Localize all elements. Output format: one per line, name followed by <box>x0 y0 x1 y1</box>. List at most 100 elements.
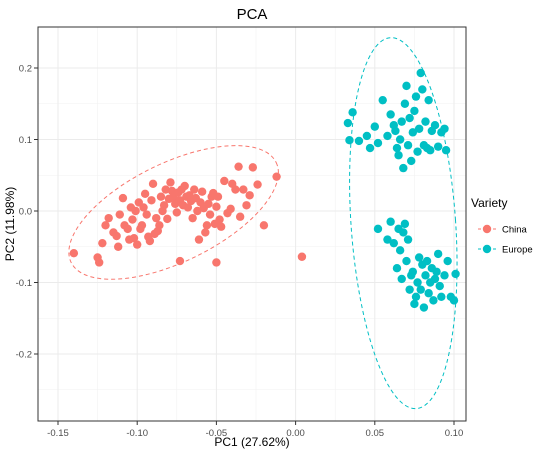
y-tick-label: -0.1 <box>16 278 32 289</box>
data-point-europe <box>426 146 435 155</box>
y-tick-label: 0.1 <box>19 135 32 146</box>
data-point-europe <box>392 143 402 153</box>
data-point-china <box>180 181 189 191</box>
data-point-europe <box>451 269 460 279</box>
data-point-china <box>148 179 158 189</box>
data-point-europe <box>424 95 433 105</box>
data-point-europe <box>392 264 402 273</box>
data-point-europe <box>389 238 399 248</box>
x-tick-label: -0.15 <box>47 428 69 439</box>
data-point-china <box>133 240 142 249</box>
data-point-europe <box>386 110 395 119</box>
data-point-europe <box>449 296 459 305</box>
data-point-europe <box>345 136 354 145</box>
data-point-europe <box>435 281 444 291</box>
confidence-ellipse-china <box>68 145 279 280</box>
data-point-china <box>183 203 193 212</box>
legend-key-china <box>482 224 492 234</box>
data-point-china <box>197 187 207 196</box>
data-point-europe <box>422 256 432 266</box>
data-point-europe <box>397 117 406 126</box>
data-point-europe <box>430 274 440 284</box>
y-tick-label: 0.0 <box>19 207 32 218</box>
data-point-europe <box>411 92 421 101</box>
data-point-europe <box>408 128 418 137</box>
data-point-europe <box>440 271 449 280</box>
data-point-europe <box>395 135 405 144</box>
data-point-china <box>212 202 221 211</box>
data-point-europe <box>437 292 446 301</box>
data-point-europe <box>413 147 422 156</box>
data-point-europe <box>402 81 411 91</box>
data-point-china <box>131 206 140 216</box>
data-point-europe <box>408 267 418 276</box>
data-point-china <box>98 238 107 248</box>
data-point-china <box>239 185 248 194</box>
data-point-china <box>147 196 156 205</box>
data-point-china <box>139 203 148 212</box>
data-point-europe <box>421 271 430 280</box>
data-point-europe <box>443 256 452 266</box>
data-point-europe <box>430 121 440 130</box>
x-axis-label: PC1 (27.62%) <box>214 435 289 449</box>
data-point-china <box>145 236 155 246</box>
data-point-china <box>220 176 229 186</box>
data-point-europe <box>365 143 375 153</box>
data-point-china <box>231 185 240 194</box>
data-point-europe <box>386 217 395 226</box>
x-tick-label: 0.05 <box>366 428 385 439</box>
data-point-europe <box>394 151 403 160</box>
data-point-china <box>163 214 172 224</box>
data-point-europe <box>433 249 443 259</box>
data-point-europe <box>373 224 383 234</box>
data-point-china <box>194 235 204 244</box>
data-point-china <box>104 213 113 223</box>
data-point-china <box>259 221 269 230</box>
plot-panel-border <box>37 26 467 422</box>
y-tick-label: -0.2 <box>16 350 32 361</box>
data-point-china <box>205 210 215 219</box>
data-point-china <box>193 206 202 216</box>
data-point-china <box>216 222 226 231</box>
data-point-europe <box>402 256 411 266</box>
y-tick-label: 0.2 <box>19 64 32 75</box>
data-point-europe <box>397 274 406 284</box>
data-point-china <box>202 221 212 230</box>
data-point-europe <box>421 117 430 126</box>
data-point-europe <box>405 113 414 123</box>
legend-key-europe <box>482 244 492 254</box>
data-point-china <box>213 192 223 201</box>
data-point-europe <box>424 289 433 298</box>
data-point-europe <box>373 138 383 148</box>
data-point-china <box>142 210 151 219</box>
data-point-china <box>272 172 281 181</box>
data-point-europe <box>414 124 424 133</box>
data-point-europe <box>441 146 451 155</box>
data-point-europe <box>410 299 419 309</box>
data-point-china <box>248 163 258 172</box>
data-point-china <box>201 228 210 237</box>
data-point-europe <box>410 106 419 116</box>
x-tick-label: -0.10 <box>126 428 148 439</box>
data-point-europe <box>400 219 410 229</box>
data-point-europe <box>405 285 414 294</box>
data-point-europe <box>343 118 353 128</box>
data-point-europe <box>416 68 425 78</box>
legend: Variety China Europe <box>471 196 533 256</box>
data-point-europe <box>403 235 413 244</box>
data-point-china <box>155 221 164 230</box>
data-point-europe <box>391 126 400 136</box>
data-point-china <box>161 185 170 194</box>
data-point-europe <box>354 136 364 146</box>
data-point-europe <box>413 278 422 287</box>
data-point-china <box>113 242 123 251</box>
data-point-europe <box>440 124 449 133</box>
x-tick-label: -0.05 <box>206 428 228 439</box>
data-point-china <box>128 215 137 224</box>
legend-label-europe: Europe <box>502 245 533 256</box>
x-tick-label: 0.00 <box>286 428 305 439</box>
x-tick-label: 0.10 <box>445 428 464 439</box>
data-point-china <box>118 193 128 203</box>
